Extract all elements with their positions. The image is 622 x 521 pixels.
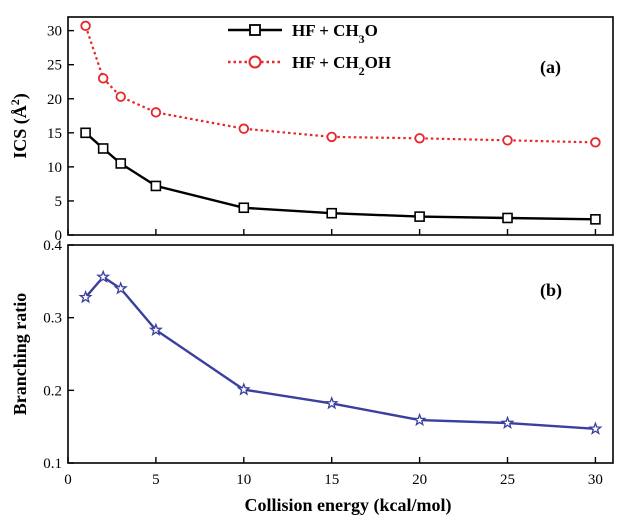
y-tick-label: 25 xyxy=(47,58,62,74)
x-axis-title: Collision energy (kcal/mol) xyxy=(245,495,452,516)
data-point-square xyxy=(238,202,250,214)
y-tick-label: 0.2 xyxy=(43,383,62,399)
panel-label-b: (b) xyxy=(540,280,562,301)
data-point-circle xyxy=(414,133,425,144)
x-tick-label: 5 xyxy=(152,472,160,488)
y-tick-label: 0.4 xyxy=(43,238,62,254)
x-tick-label: 0 xyxy=(64,472,72,488)
data-point-circle xyxy=(80,20,91,32)
y-tick-label: 20 xyxy=(47,92,62,108)
data-point-circle xyxy=(326,131,337,143)
y-tick-label: 5 xyxy=(55,194,63,210)
data-point-square xyxy=(97,143,109,154)
data-point-square xyxy=(326,207,338,219)
data-point-square xyxy=(80,127,91,139)
legend-marker-circle xyxy=(248,55,262,69)
data-point-square xyxy=(590,214,601,225)
y-tick-label: 15 xyxy=(47,126,62,142)
y-tick-label: 10 xyxy=(47,160,62,176)
y-tick-label: 30 xyxy=(47,24,62,40)
panel-a-ticks: 0 5 10 15 20 25 30 xyxy=(47,24,597,244)
panel-b-ticks: 0.1 0.2 0.3 0.4 0 5 10 15 20 25 30 xyxy=(43,238,603,488)
data-point-circle xyxy=(150,107,162,118)
legend-label-ch2oh: HF + CH2OH xyxy=(292,53,391,78)
data-point-circle xyxy=(97,73,109,84)
data-point-star xyxy=(78,289,93,304)
x-tick-label: 15 xyxy=(324,472,339,488)
data-point-circle xyxy=(502,135,513,146)
data-point-square xyxy=(115,158,127,169)
data-point-star xyxy=(500,415,515,430)
series-line xyxy=(84,275,596,430)
y-axis-title-a: ICS (Å2) xyxy=(8,93,31,159)
data-point-star xyxy=(96,269,111,283)
panel-b-frame xyxy=(67,244,614,464)
x-tick-label: 10 xyxy=(236,472,251,488)
data-point-star xyxy=(588,421,603,435)
data-point-circle xyxy=(238,123,250,134)
y-tick-label: 0.1 xyxy=(43,456,62,472)
y-tick-label: 0 xyxy=(55,228,63,244)
data-point-star xyxy=(148,322,163,337)
series-line xyxy=(84,131,596,221)
panel-a-frame xyxy=(67,16,614,236)
data-point-star xyxy=(324,396,339,410)
data-point-circle xyxy=(115,91,126,102)
legend: HF + CH3O HF + CH2OH xyxy=(228,21,391,78)
panel-b-series xyxy=(78,269,603,435)
data-point-star xyxy=(236,382,251,396)
y-axis-title-b: Branching ratio xyxy=(10,293,30,416)
data-point-square xyxy=(150,180,162,192)
x-tick-label: 25 xyxy=(500,472,515,488)
legend-marker-square xyxy=(249,24,261,36)
data-point-star xyxy=(113,281,128,295)
x-tick-label: 20 xyxy=(412,472,427,488)
series-line xyxy=(84,25,596,144)
panel-label-a: (a) xyxy=(540,57,561,78)
data-point-star xyxy=(412,412,427,427)
x-tick-label: 30 xyxy=(588,472,603,488)
panel-a-series xyxy=(80,20,601,225)
data-point-circle xyxy=(590,137,601,148)
data-point-square xyxy=(502,212,513,224)
data-point-square xyxy=(414,211,425,222)
legend-label-ch3o: HF + CH3O xyxy=(292,21,378,46)
y-tick-label: 0.3 xyxy=(43,311,62,327)
